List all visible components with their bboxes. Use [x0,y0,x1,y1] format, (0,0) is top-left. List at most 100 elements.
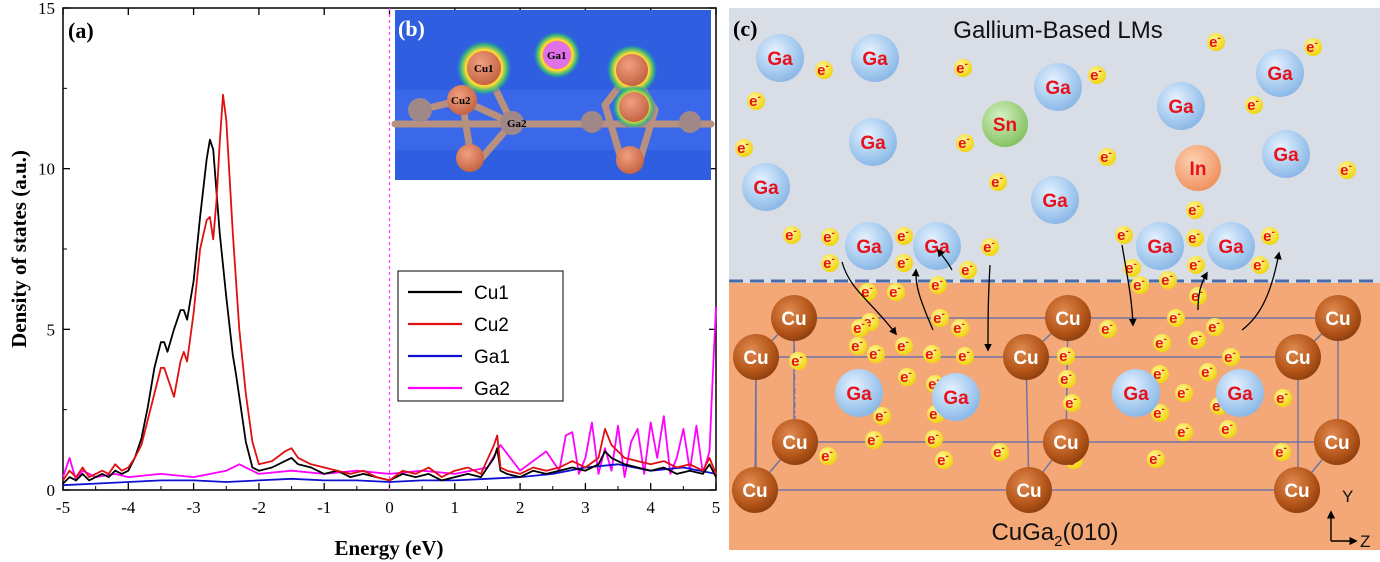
svg-text:e-: e- [1224,348,1236,366]
electron: e- [1115,226,1133,244]
electron: e- [865,431,883,449]
svg-text:e-: e- [1189,256,1201,274]
electron: e- [1186,229,1204,247]
svg-text:e-: e- [1149,450,1161,468]
atom-ga: Ga [1256,49,1304,97]
electron: e- [1063,394,1081,412]
electron: e- [991,443,1009,461]
series-layer [62,93,717,487]
electron: e- [1338,161,1356,179]
electron: e- [1151,365,1169,383]
y-ticks: 0 5 10 15 [38,0,716,500]
svg-text:e-: e- [821,447,833,465]
electron-layer: e-e-e-e-e-e-e-e-e-e-e-e-e-e-e-e-e-e-e-e-… [735,33,1356,469]
electron: e- [1274,389,1292,407]
inset-atom-cu [616,146,644,174]
electron: e- [925,430,943,448]
svg-text:e-: e- [1133,276,1145,294]
svg-text:e-: e- [1161,271,1173,289]
atom-cu: Cu [1314,419,1360,465]
svg-text:e-: e- [1253,256,1265,274]
svg-text:e-: e- [958,347,970,365]
atom-ga: Ga [851,34,899,82]
svg-text:Cu: Cu [1324,433,1349,454]
svg-text:e-: e- [983,238,995,256]
atom-ga: Ga [932,373,980,421]
atom-ga: Ga [1207,222,1255,270]
electron: e- [1058,370,1076,388]
svg-text:e-: e- [1059,347,1071,365]
svg-text:e-: e- [1060,370,1072,388]
svg-text:e-: e- [1208,318,1220,336]
svg-text:e-: e- [851,337,863,355]
svg-text:e-: e- [1190,331,1202,349]
svg-text:e-: e- [897,254,909,272]
atom-cu: Cu [1003,334,1049,380]
electron: e- [923,345,941,363]
legend: Cu1 Cu2 Ga1 Ga2 [397,270,564,402]
svg-text:Ga: Ga [1218,237,1244,258]
x-tick-label: 3 [581,498,590,517]
svg-text:e-: e- [897,227,909,245]
svg-text:Cu: Cu [1325,309,1350,330]
atom-sn: Sn [982,101,1028,147]
svg-text:e-: e- [927,430,939,448]
electron: e- [1123,259,1141,277]
svg-text:Ga: Ga [943,388,969,409]
electron: e- [1186,201,1204,219]
x-tick-label: -4 [121,498,136,517]
electron: e- [1304,38,1322,56]
electron: e- [1207,33,1225,51]
svg-text:e-: e- [1169,309,1181,327]
svg-text:e-: e- [889,283,901,301]
svg-text:e-: e- [785,226,797,244]
svg-text:e-: e- [861,283,873,301]
svg-text:e-: e- [875,407,887,425]
svg-text:e-: e- [867,431,879,449]
electron: e- [898,368,916,386]
svg-text:e-: e- [853,319,865,337]
legend-label-ga1: Ga1 [474,347,510,368]
inset-atom-ga [408,98,432,122]
legend-label-cu1: Cu1 [474,283,509,304]
svg-text:e-: e- [956,59,968,77]
svg-text:Ga: Ga [1273,145,1299,166]
svg-text:e-: e- [817,61,829,79]
inset-atom-ga [581,111,603,133]
liquid-metal-title: Gallium-Based LMs [953,17,1162,44]
electron: e- [1199,363,1217,381]
svg-text:Cu: Cu [1016,481,1041,502]
svg-text:e-: e- [937,451,949,469]
electron: e- [929,276,947,294]
y-tick-label: 15 [38,0,55,18]
atom-cu: Cu [733,334,779,380]
electron: e- [1187,256,1205,274]
electron: e- [851,319,869,337]
series-line-ga1 [62,463,717,487]
atom-cu: Cu [1045,295,1091,341]
electron: e- [1189,287,1207,305]
atom-ga: Ga [849,118,897,166]
electron: e- [935,451,953,469]
atom-ga: Ga [1216,369,1264,417]
panel-label-a: (a) [68,18,94,43]
inset-atom-ga [543,41,571,69]
svg-text:e-: e- [791,352,803,370]
svg-text:Cu: Cu [1284,481,1309,502]
svg-text:e-: e- [1306,38,1318,56]
svg-text:e-: e- [1209,33,1221,51]
svg-text:e-: e- [1153,404,1165,422]
svg-text:Cu: Cu [743,348,768,369]
inset-label-cu2: Cu2 [451,95,471,107]
inset-atom-ga [500,111,524,135]
electron: e- [895,254,913,272]
electron: e- [954,59,972,77]
legend-label-ga2: Ga2 [474,379,510,400]
inset-atom-cu [447,85,477,115]
svg-text:e-: e- [925,345,937,363]
svg-text:Ga: Ga [924,237,950,258]
inset-label-ga2: Ga2 [507,118,527,130]
electron: e- [819,447,837,465]
atom-cu: Cu [1315,295,1361,341]
